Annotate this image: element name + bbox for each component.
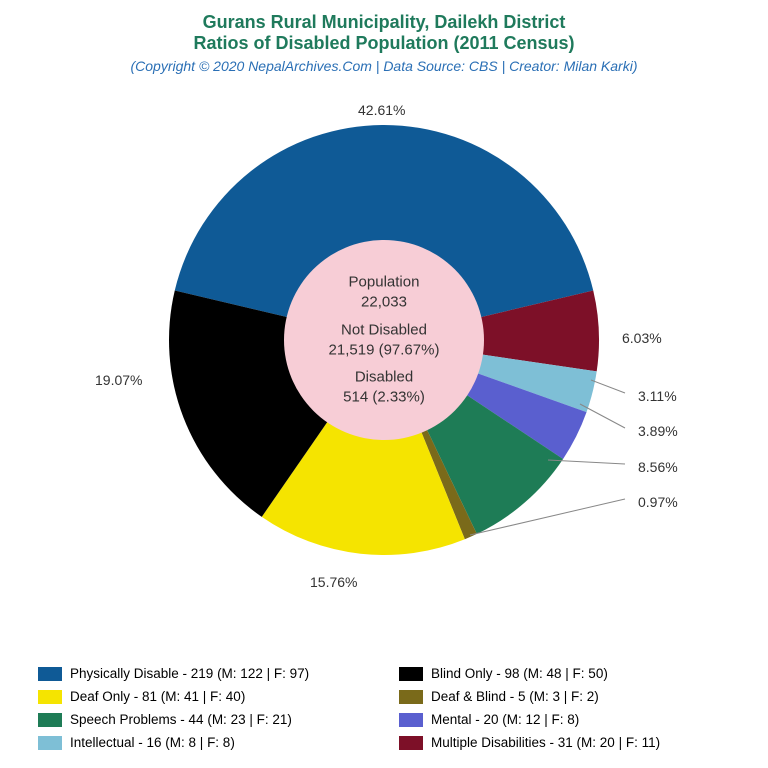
slice-label-multiple_disabilities: 6.03% — [622, 330, 662, 346]
slice-label-deaf_blind: 0.97% — [638, 494, 678, 510]
legend-swatch — [38, 690, 62, 704]
legend-item: Blind Only - 98 (M: 48 | F: 50) — [399, 666, 730, 681]
legend-text: Deaf Only - 81 (M: 41 | F: 40) — [70, 689, 245, 704]
title-line-2: Ratios of Disabled Population (2011 Cens… — [0, 33, 768, 54]
legend-swatch — [399, 713, 423, 727]
legend-item: Speech Problems - 44 (M: 23 | F: 21) — [38, 712, 369, 727]
leader-line — [580, 404, 625, 428]
legend-text: Intellectual - 16 (M: 8 | F: 8) — [70, 735, 235, 750]
leader-line — [470, 499, 625, 535]
legend-text: Blind Only - 98 (M: 48 | F: 50) — [431, 666, 608, 681]
legend-text: Multiple Disabilities - 31 (M: 20 | F: 1… — [431, 735, 660, 750]
legend-item: Multiple Disabilities - 31 (M: 20 | F: 1… — [399, 735, 730, 750]
slice-label-speech_problems: 8.56% — [638, 459, 678, 475]
chart-title-block: Gurans Rural Municipality, Dailekh Distr… — [0, 0, 768, 74]
legend-item: Physically Disable - 219 (M: 122 | F: 97… — [38, 666, 369, 681]
legend-text: Mental - 20 (M: 12 | F: 8) — [431, 712, 579, 727]
center-pop-value: 22,033 — [294, 293, 474, 313]
center-disabled-value: 514 (2.33%) — [294, 388, 474, 408]
legend-swatch — [399, 667, 423, 681]
leader-line — [548, 460, 625, 464]
legend-swatch — [38, 667, 62, 681]
center-pop-label: Population — [294, 272, 474, 292]
legend-text: Speech Problems - 44 (M: 23 | F: 21) — [70, 712, 292, 727]
center-disabled-label: Disabled — [294, 367, 474, 387]
slice-label-mental: 3.89% — [638, 423, 678, 439]
pie-center-summary: Population 22,033 Not Disabled 21,519 (9… — [294, 265, 474, 415]
title-line-1: Gurans Rural Municipality, Dailekh Distr… — [0, 12, 768, 33]
slice-label-deaf_only: 15.76% — [310, 574, 357, 590]
legend-text: Physically Disable - 219 (M: 122 | F: 97… — [70, 666, 309, 681]
legend-swatch — [38, 736, 62, 750]
legend-item: Deaf Only - 81 (M: 41 | F: 40) — [38, 689, 369, 704]
legend-item: Intellectual - 16 (M: 8 | F: 8) — [38, 735, 369, 750]
legend: Physically Disable - 219 (M: 122 | F: 97… — [38, 666, 730, 750]
legend-swatch — [38, 713, 62, 727]
legend-text: Deaf & Blind - 5 (M: 3 | F: 2) — [431, 689, 599, 704]
legend-swatch — [399, 736, 423, 750]
subtitle: (Copyright © 2020 NepalArchives.Com | Da… — [0, 58, 768, 74]
legend-item: Mental - 20 (M: 12 | F: 8) — [399, 712, 730, 727]
legend-item: Deaf & Blind - 5 (M: 3 | F: 2) — [399, 689, 730, 704]
leader-line — [591, 380, 625, 393]
legend-swatch — [399, 690, 423, 704]
center-notdisabled-value: 21,519 (97.67%) — [294, 340, 474, 360]
slice-label-physically_disable: 42.61% — [358, 102, 405, 118]
center-notdisabled-label: Not Disabled — [294, 320, 474, 340]
slice-label-intellectual: 3.11% — [638, 388, 677, 404]
slice-label-blind_only: 19.07% — [95, 372, 142, 388]
